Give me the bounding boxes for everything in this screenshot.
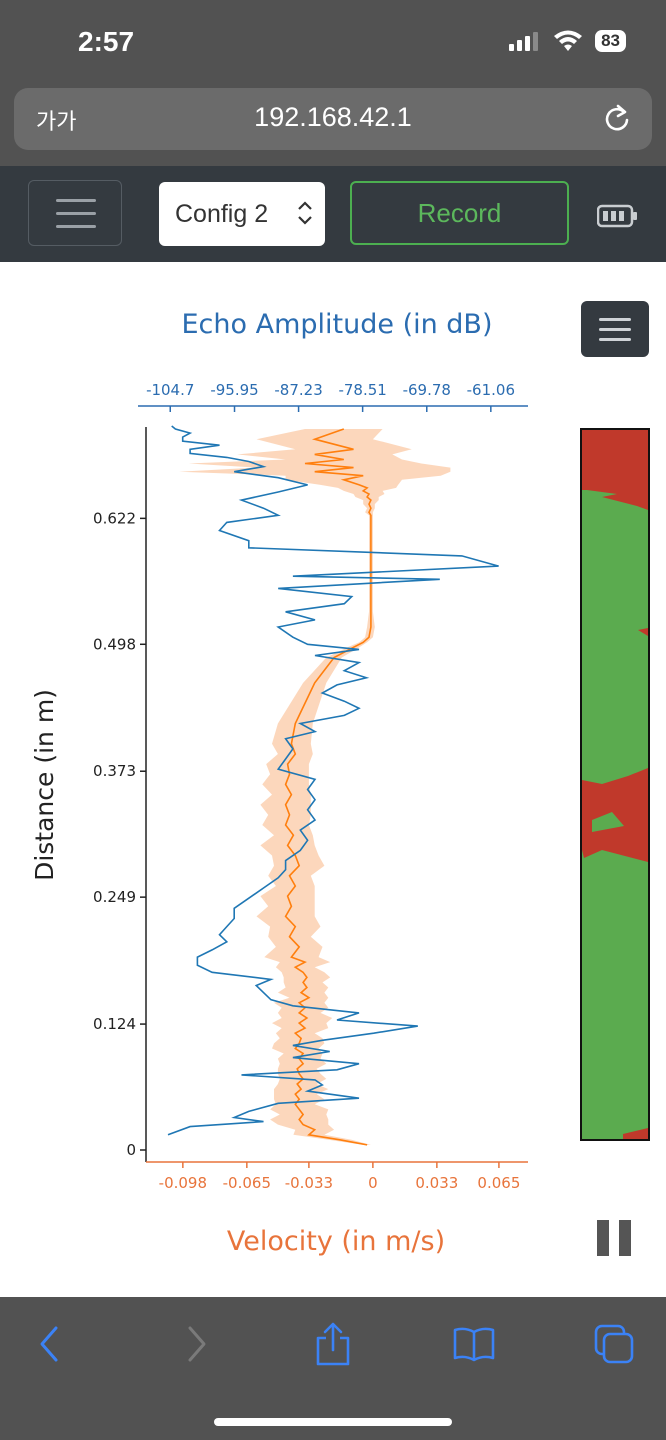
side-strip-bad-region: [582, 430, 648, 510]
bottom-tick-label: 0: [368, 1174, 378, 1192]
wifi-icon: [554, 30, 583, 51]
app-navbar: Config 2 Record: [0, 166, 666, 262]
echo-amplitude-line: [167, 425, 499, 1136]
record-button[interactable]: Record: [350, 181, 569, 245]
side-strip-ok-region: [592, 812, 624, 832]
side-strip-bad-region: [623, 1128, 648, 1139]
hamburger-menu-button[interactable]: [28, 180, 122, 246]
chart-title: Echo Amplitude (in dB): [182, 309, 493, 340]
config-select[interactable]: Config 2: [159, 182, 325, 246]
y-tick-label: 0.124: [93, 1015, 136, 1033]
top-tick-label: -104.7: [146, 381, 194, 399]
address-bar[interactable]: 가가 192.168.42.1: [14, 88, 652, 150]
url-text[interactable]: 192.168.42.1: [254, 102, 412, 132]
x-axis-label: Velocity (in m/s): [227, 1226, 445, 1257]
y-tick-label: 0.373: [93, 762, 136, 780]
forward-icon[interactable]: [180, 1322, 210, 1366]
velocity-uncertainty-band: [179, 429, 451, 1145]
status-bar: 2:57 83: [0, 0, 666, 88]
bottom-tick-label: 0.065: [477, 1174, 520, 1192]
browser-toolbar: 가가 192.168.42.1: [0, 88, 666, 166]
status-icons: 83: [509, 30, 626, 52]
bottom-tick-label: 0.033: [415, 1174, 458, 1192]
y-tick-label: 0.622: [93, 509, 136, 527]
top-tick-label: -78.51: [338, 381, 386, 399]
hamburger-line: [599, 338, 631, 341]
chart-layer: 0 0.124 0.249 0.373 0.498 0.622 -104.7 -95.95 -8…: [93, 381, 528, 1192]
y-tick-label: 0.249: [93, 888, 136, 906]
home-indicator: [214, 1418, 452, 1426]
top-tick-label: -69.78: [403, 381, 451, 399]
plot-options-button[interactable]: [581, 301, 649, 357]
top-tick-label: -87.23: [274, 381, 322, 399]
browser-bottom-bar: [0, 1297, 666, 1440]
side-strip-bad-region: [582, 768, 648, 862]
hamburger-line: [599, 328, 631, 331]
share-icon[interactable]: [314, 1322, 352, 1368]
y-tick-label: 0: [126, 1141, 136, 1159]
bottom-tick-label: -0.065: [223, 1174, 271, 1192]
hamburger-line: [56, 225, 96, 228]
cellular-signal-icon: [509, 32, 539, 51]
select-chevron-icon: [298, 201, 312, 225]
side-strip: [582, 430, 648, 1139]
side-strip-bad-region: [638, 628, 648, 636]
hamburger-line: [56, 199, 96, 202]
config-select-value: Config 2: [175, 200, 269, 228]
tabs-icon[interactable]: [594, 1322, 636, 1366]
bookmarks-icon[interactable]: [452, 1322, 496, 1366]
back-icon[interactable]: [36, 1322, 66, 1366]
velocity-line: [284, 428, 372, 1146]
reload-icon[interactable]: [602, 102, 632, 134]
top-tick-label: -61.06: [467, 381, 515, 399]
hamburger-line: [599, 318, 631, 321]
pause-icon-bar: [619, 1220, 631, 1256]
battery-level: 83: [595, 30, 626, 52]
device-battery-icon: [597, 204, 637, 228]
top-tick-label: -95.95: [210, 381, 258, 399]
y-axis-label: Distance (in m): [30, 689, 59, 881]
pause-icon-bar: [597, 1220, 609, 1256]
y-tick-label: 0.498: [93, 635, 136, 653]
bottom-tick-label: -0.098: [159, 1174, 207, 1192]
text-size-button[interactable]: 가가: [36, 110, 77, 135]
side-strip-frame: [580, 428, 650, 1141]
hamburger-line: [56, 212, 96, 215]
status-time: 2:57: [78, 26, 135, 57]
pause-button[interactable]: [597, 1220, 633, 1256]
bottom-tick-label: -0.033: [285, 1174, 333, 1192]
